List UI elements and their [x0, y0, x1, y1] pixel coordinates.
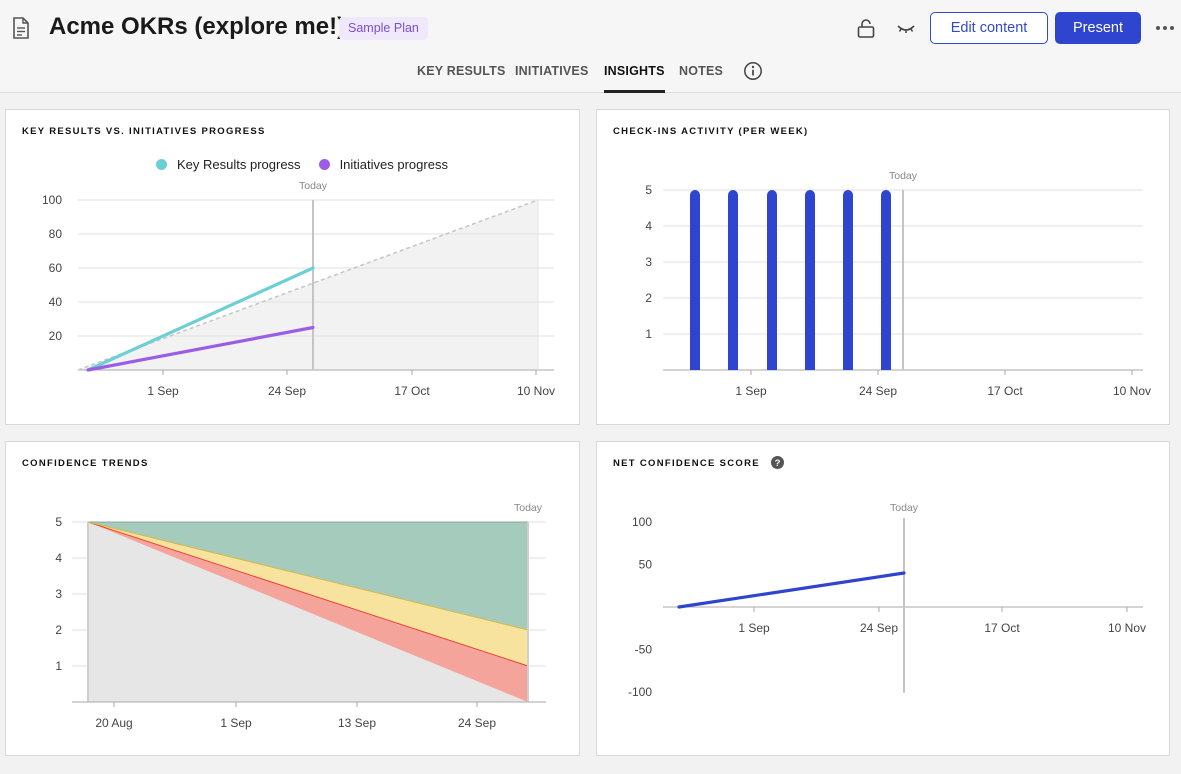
x-tick-label: 1 Sep	[738, 621, 770, 635]
tab-bar: KEY RESULTS INITIATIVES INSIGHTS NOTES	[0, 55, 1181, 93]
page-title: Acme OKRs (explore me!)	[49, 13, 346, 40]
tab-initiatives[interactable]: INITIATIVES	[515, 64, 589, 78]
x-tick-label: 24 Sep	[268, 384, 306, 398]
checkins-chart-title: CHECK-INS ACTIVITY (PER WEEK)	[613, 126, 809, 137]
yellow-boundary-line	[87, 521, 529, 631]
x-tick-label: 17 Oct	[987, 384, 1023, 398]
checkin-bar-base	[728, 364, 738, 370]
checkin-bar-base	[843, 364, 853, 370]
net-confidence-line	[677, 571, 906, 609]
edit-content-button[interactable]: Edit content	[930, 12, 1048, 44]
legend-key-results[interactable]: Key Results progress	[156, 157, 301, 172]
key-results-progress-line	[86, 266, 315, 372]
y-tick-label: 5	[55, 515, 62, 529]
x-tick-label: 24 Sep	[860, 621, 898, 635]
y-tick-label: 50	[639, 558, 653, 572]
legend-key-results-label: Key Results progress	[177, 157, 301, 172]
x-tick-label: 10 Nov	[1113, 384, 1151, 398]
legend-initiatives-dot	[318, 159, 330, 170]
checkin-bar-base	[881, 364, 891, 370]
hide-icon[interactable]	[895, 17, 917, 39]
y-tick-label: 60	[49, 261, 63, 275]
checkin-bar	[843, 190, 853, 370]
net-confidence-card: NET CONFIDENCE SCORE ? 100 50 -50 -100 1 Sep…	[596, 441, 1170, 756]
x-tick-label: 1 Sep	[147, 384, 179, 398]
today-label: Today	[889, 170, 918, 182]
tab-key-results[interactable]: KEY RESULTS	[417, 64, 506, 78]
y-tick-label: 100	[42, 193, 62, 207]
today-label: Today	[890, 502, 919, 514]
progress-chart: 20 40 60 80 100 1 Sep 24 Sep 17 Oct 10 Nov Today	[42, 180, 555, 398]
y-tick-label: 1	[55, 659, 62, 673]
x-tick-label: 13 Sep	[338, 716, 376, 730]
y-tick-label: 1	[645, 327, 652, 341]
checkin-bar	[805, 190, 815, 370]
checkins-chart: 1 2 3 4 5 1 Sep 24 Sep 17 Oct 10 Nov Today	[645, 170, 1151, 398]
x-tick-label: 1 Sep	[735, 384, 767, 398]
checkin-bar	[728, 190, 738, 370]
confidence-chart-title: CONFIDENCE TRENDS	[22, 458, 149, 469]
progress-chart-title: KEY RESULTS VS. INITIATIVES PROGRESS	[22, 126, 266, 137]
today-label: Today	[514, 502, 543, 514]
checkin-bar	[881, 190, 891, 370]
net-confidence-chart: 100 50 -50 -100 1 Sep 24 Sep 17 Oct 10 Nov Today	[628, 502, 1146, 699]
more-icon[interactable]	[1154, 17, 1176, 39]
y-tick-label: 20	[49, 329, 63, 343]
red-boundary-line	[87, 521, 529, 667]
y-tick-label: 3	[645, 255, 652, 269]
checkin-bar	[690, 190, 700, 370]
x-tick-label: 1 Sep	[220, 716, 252, 730]
checkins-chart-card: CHECK-INS ACTIVITY (PER WEEK) 1 2 3 4 5 1 Sep…	[596, 109, 1170, 425]
checkin-bar-base	[690, 364, 700, 370]
document-icon	[13, 17, 29, 39]
tab-insights[interactable]: INSIGHTS	[604, 64, 665, 93]
today-label: Today	[299, 180, 328, 192]
x-tick-label: 10 Nov	[517, 384, 555, 398]
plan-badge: Sample Plan	[339, 17, 428, 40]
x-tick-label: 10 Nov	[1108, 621, 1146, 635]
y-tick-label: 80	[49, 227, 63, 241]
y-tick-label: -50	[635, 643, 653, 657]
y-tick-label: 2	[55, 623, 62, 637]
x-tick-label: 24 Sep	[458, 716, 496, 730]
tab-notes[interactable]: NOTES	[679, 64, 724, 78]
info-icon[interactable]	[743, 61, 763, 81]
y-tick-label: 5	[645, 183, 652, 197]
expected-progress-line	[77, 199, 539, 371]
help-icon[interactable]: ?	[771, 456, 784, 469]
top-bar: Acme OKRs (explore me!) Sample Plan Edit…	[0, 0, 1181, 93]
confidence-chart: 1 2 3 4 5 Today 20 Aug 1 Sep 13 Sep 24 Sep	[55, 502, 546, 730]
x-tick-label: 17 Oct	[394, 384, 430, 398]
legend-initiatives[interactable]: Initiatives progress	[318, 157, 448, 172]
red-area	[88, 522, 528, 702]
y-tick-label: 40	[49, 295, 63, 309]
y-tick-label: 2	[645, 291, 652, 305]
checkin-bar-base	[767, 364, 777, 370]
svg-text:?: ?	[775, 458, 781, 469]
y-tick-label: 100	[632, 515, 652, 529]
x-tick-label: 20 Aug	[95, 716, 132, 730]
progress-legend: Key Results progress Initiatives progres…	[156, 157, 448, 172]
checkin-bar	[767, 190, 777, 370]
y-tick-label: -100	[628, 685, 652, 699]
present-button[interactable]: Present	[1055, 12, 1141, 44]
progress-chart-card: KEY RESULTS VS. INITIATIVES PROGRESS Key…	[5, 109, 580, 425]
initiatives-progress-line	[86, 325, 315, 372]
y-tick-label: 4	[55, 551, 62, 565]
legend-initiatives-label: Initiatives progress	[339, 157, 448, 172]
legend-key-results-dot	[156, 159, 167, 170]
x-tick-label: 24 Sep	[859, 384, 897, 398]
net-confidence-title: NET CONFIDENCE SCORE	[613, 458, 760, 469]
y-tick-label: 4	[645, 219, 652, 233]
confidence-chart-card: CONFIDENCE TRENDS 1 2 3 4 5 Today 20 Aug 1 Sep 1…	[5, 441, 580, 756]
lock-icon[interactable]	[855, 17, 877, 39]
checkin-bar-base	[805, 364, 815, 370]
x-tick-label: 17 Oct	[984, 621, 1020, 635]
y-tick-label: 3	[55, 587, 62, 601]
